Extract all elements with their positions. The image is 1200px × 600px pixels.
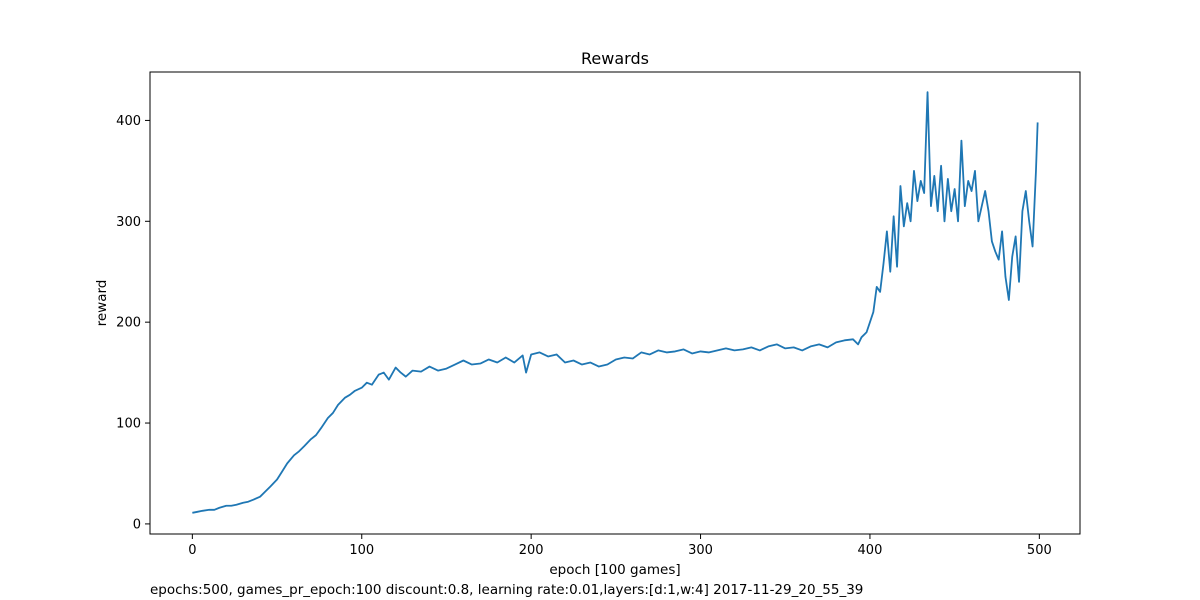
reward-series-line (192, 91, 1039, 514)
y-axis-label: reward (94, 280, 110, 327)
data-layer (192, 91, 1039, 514)
y-tick-label: 400 (116, 114, 141, 129)
x-tick-label: 200 (519, 543, 544, 558)
y-axis: 0 100 200 300 400 (116, 114, 150, 532)
y-tick-label: 200 (116, 316, 141, 331)
x-axis: 0 100 200 300 400 500 (188, 534, 1052, 558)
x-tick-label: 500 (1027, 543, 1052, 558)
x-tick-label: 0 (188, 543, 196, 558)
y-tick-label: 100 (116, 417, 141, 432)
x-tick-label: 100 (349, 543, 374, 558)
plot-area (149, 71, 1081, 535)
chart-title: Rewards (581, 49, 649, 68)
x-tick-label: 300 (688, 543, 713, 558)
x-tick-label: 400 (858, 543, 883, 558)
y-tick-label: 0 (133, 517, 141, 532)
x-axis-label: epoch [100 games] (549, 562, 680, 578)
y-tick-label: 300 (116, 215, 141, 230)
run-caption: epochs:500, games_pr_epoch:100 discount:… (150, 582, 863, 598)
